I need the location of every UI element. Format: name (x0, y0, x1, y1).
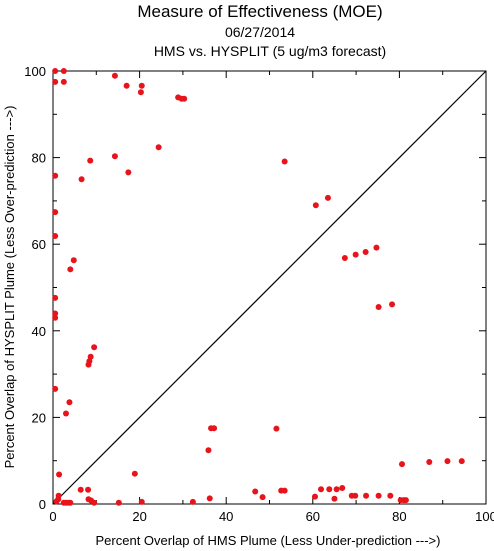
data-point (339, 484, 346, 491)
data-point (123, 82, 130, 89)
x-tick-label: 80 (392, 509, 406, 524)
y-tick-label: 100 (24, 64, 46, 79)
data-point (52, 310, 59, 317)
data-point (155, 144, 162, 151)
data-point (352, 492, 359, 499)
data-point (389, 301, 396, 308)
chart-date: 06/27/2014 (225, 24, 295, 40)
data-point (189, 498, 196, 505)
data-point (60, 78, 67, 85)
x-tick-label: 60 (306, 509, 320, 524)
data-points (52, 68, 465, 506)
data-point (252, 488, 259, 495)
data-point (206, 495, 213, 502)
x-tick-label: 20 (132, 509, 146, 524)
data-point (111, 72, 118, 79)
data-point (324, 194, 331, 201)
data-point (52, 68, 59, 74)
data-point (444, 458, 451, 465)
data-point (85, 361, 92, 368)
x-tick-label: 40 (219, 509, 233, 524)
data-point (91, 344, 98, 351)
y-axis-label: Percent Overlap of HYSPLIT Plume (Less O… (2, 106, 17, 469)
data-point (312, 202, 319, 209)
data-point (281, 158, 288, 165)
data-point (52, 385, 59, 392)
y-tick-label: 80 (32, 151, 46, 166)
data-point (259, 494, 266, 501)
data-point (341, 255, 348, 262)
x-tick-label: 0 (49, 509, 56, 524)
data-point (55, 492, 62, 499)
data-point (52, 294, 59, 301)
data-point (91, 499, 98, 506)
data-point (273, 425, 280, 432)
data-point (67, 499, 74, 506)
data-point (458, 458, 465, 465)
data-point (398, 461, 405, 468)
data-point (52, 78, 59, 85)
data-point (67, 266, 74, 273)
chart-title: Measure of Effectiveness (MOE) (137, 2, 382, 21)
data-point (205, 447, 212, 454)
data-point (52, 314, 59, 321)
data-point (402, 497, 409, 504)
data-point (331, 495, 338, 502)
x-axis-label: Percent Overlap of HMS Plume (Less Under… (96, 533, 441, 548)
data-point (115, 499, 122, 506)
data-point (138, 498, 145, 505)
data-point (326, 486, 333, 493)
data-point (125, 169, 132, 176)
data-point (62, 410, 69, 417)
data-point (78, 176, 85, 183)
chart-subtitle: HMS vs. HYSPLIT (5 ug/m3 forecast) (154, 43, 386, 59)
data-point (211, 425, 218, 432)
data-point (387, 492, 394, 499)
axis-tick-labels: 0 20 40 60 80 100 0 20 40 60 80 100 (24, 64, 494, 524)
data-point (52, 232, 59, 239)
data-point (375, 303, 382, 310)
data-point (311, 493, 318, 500)
data-point (85, 496, 92, 503)
data-point (131, 470, 138, 477)
data-point (66, 399, 73, 406)
data-point (281, 487, 288, 494)
diagonal-reference-line (52, 70, 487, 505)
data-point (137, 89, 144, 96)
data-point (60, 68, 67, 74)
data-point (52, 172, 59, 179)
data-point (426, 458, 433, 465)
data-point (318, 486, 325, 493)
data-point (111, 153, 118, 160)
data-point (333, 486, 340, 493)
data-point (373, 244, 380, 251)
data-point (87, 157, 94, 164)
data-point (138, 82, 145, 89)
data-point (70, 257, 77, 264)
data-point (85, 486, 92, 493)
data-point (56, 471, 63, 478)
y-tick-label: 40 (32, 324, 46, 339)
data-point (375, 492, 382, 499)
data-point (181, 95, 188, 102)
y-tick-label: 60 (32, 237, 46, 252)
data-point (362, 248, 369, 255)
data-point (77, 486, 84, 493)
y-tick-label: 20 (32, 410, 46, 425)
data-point (363, 492, 370, 499)
x-tick-label: 100 (475, 509, 494, 524)
data-point (52, 209, 59, 216)
data-point (352, 251, 359, 258)
y-tick-label: 0 (39, 497, 46, 512)
